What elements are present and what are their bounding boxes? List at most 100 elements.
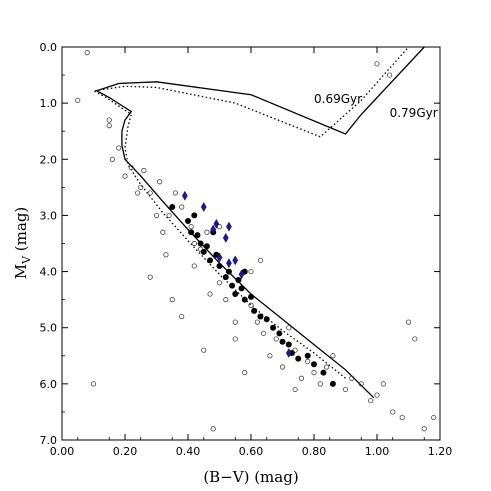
open-star-point [380, 381, 386, 387]
y-tick-label: 6.0 [40, 378, 58, 391]
open-star-point [75, 97, 81, 103]
open-star-point [122, 173, 128, 179]
open-star-point [153, 212, 160, 219]
open-star-point [330, 353, 336, 359]
x-axis: 0.00 0.20 0.40 0.60 0.80 1.00 1.20 [50, 47, 452, 458]
scatter-layer [75, 50, 437, 432]
open-star-point [248, 302, 254, 308]
diamond-star-point [213, 218, 220, 229]
open-star-point [191, 240, 197, 247]
diamond-star-point [226, 258, 232, 269]
open-star-point [232, 319, 238, 325]
member-star-point [329, 380, 336, 387]
diamond-star-point [210, 224, 217, 235]
open-star-point [286, 325, 292, 331]
open-star-point [257, 257, 264, 263]
x-tick-label: 0.60 [239, 445, 264, 458]
open-star-point [358, 381, 364, 387]
isochrone-line-0 [95, 46, 425, 399]
open-star-point [342, 386, 349, 393]
x-tick-label: 1.00 [365, 445, 390, 458]
open-star-point [90, 381, 97, 387]
open-star-point [317, 381, 323, 387]
open-star-point [179, 204, 185, 210]
open-star-point [109, 156, 116, 162]
y-axis-title-main: M [12, 264, 30, 279]
member-star-point [225, 268, 232, 275]
open-star-point [260, 330, 267, 336]
member-star-point [304, 352, 311, 359]
member-star-point [222, 274, 229, 281]
diamond-star-point [232, 255, 239, 266]
open-star-point [204, 229, 210, 235]
open-star-point [267, 353, 273, 359]
member-star-point [194, 232, 201, 239]
member-star-point [251, 307, 258, 314]
diamond-star-point [216, 252, 223, 263]
open-star-point [390, 409, 396, 415]
open-star-point [179, 313, 185, 320]
member-star-point [276, 330, 283, 337]
y-tick-label: 0.0 [40, 41, 58, 54]
open-star-point [223, 297, 229, 303]
member-star-point [203, 243, 210, 250]
x-tick-label: 0.40 [176, 445, 201, 458]
open-star-point [374, 392, 380, 398]
open-star-point [207, 291, 213, 297]
member-star-point [311, 361, 317, 368]
open-star-point [106, 123, 112, 129]
open-star-point [386, 72, 393, 78]
member-star-point [216, 262, 223, 269]
y-tick-label: 4.0 [40, 266, 58, 279]
diamond-star-point [222, 232, 229, 243]
y-tick-label: 7.0 [40, 434, 58, 447]
open-star-point [421, 426, 427, 432]
open-star-point [431, 414, 437, 421]
isochrone-label-0: 0.69Gyr [314, 92, 362, 106]
open-star-point [163, 252, 169, 258]
open-star-point [188, 224, 194, 230]
open-star-point [106, 117, 112, 123]
open-star-point [116, 145, 122, 151]
open-star-point [412, 336, 418, 342]
y-axis-title-unit: (mag) [12, 207, 30, 256]
open-star-point [147, 274, 153, 280]
member-star-point [248, 293, 254, 300]
plot-frame [61, 46, 441, 441]
member-star-point [169, 204, 176, 211]
open-star-point [349, 375, 355, 381]
open-star-point [273, 336, 279, 342]
open-star-point [374, 61, 380, 67]
y-tick-label: 3.0 [40, 209, 58, 222]
y-axis: 0.0 1.0 2.0 3.0 4.0 5.0 6.0 7.0 [40, 41, 440, 447]
member-star-point [263, 316, 270, 323]
open-star-point [84, 50, 90, 56]
member-star-point [235, 276, 242, 283]
open-star-point [298, 375, 304, 381]
open-star-point [138, 184, 144, 190]
open-star-point [169, 297, 175, 303]
member-star-point [238, 285, 245, 292]
diamond-star-point [182, 190, 188, 201]
member-star-point [295, 355, 302, 362]
y-tick-label: 1.0 [40, 97, 58, 110]
member-star-point [232, 291, 239, 298]
open-star-point [216, 280, 223, 286]
open-star-point [323, 364, 330, 370]
iso-label-layer: 0.69Gyr 0.79Gyr [314, 92, 438, 120]
open-star-point [147, 190, 153, 196]
open-star-point [191, 263, 197, 269]
member-star-point [188, 229, 195, 236]
open-star-point [172, 190, 178, 196]
member-star-point [320, 369, 327, 376]
member-star-point [270, 324, 277, 331]
member-star-point [200, 248, 207, 255]
open-star-point [201, 347, 207, 353]
member-star-point [285, 341, 292, 348]
open-star-point [368, 398, 374, 404]
open-star-point [160, 229, 166, 235]
open-star-point [141, 167, 147, 174]
open-star-point [210, 426, 216, 432]
isochrone-label-1: 0.79Gyr [390, 106, 438, 120]
